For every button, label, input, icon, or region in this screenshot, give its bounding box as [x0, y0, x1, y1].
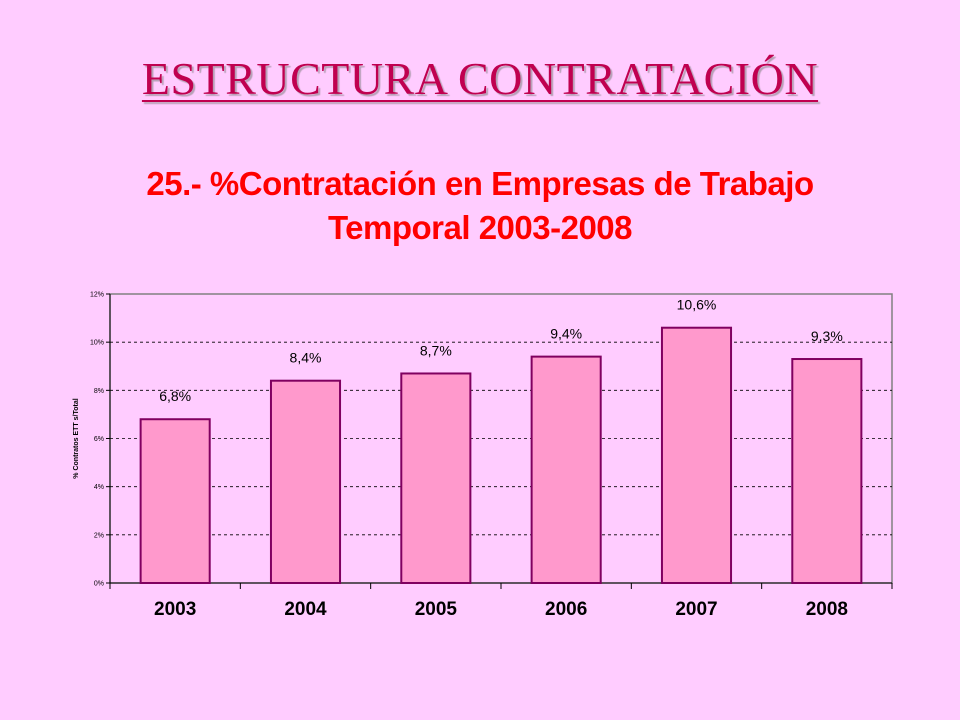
- y-tick-label: 4%: [94, 484, 104, 491]
- bar-2004: [269, 379, 342, 585]
- y-tick-label: 8%: [94, 388, 104, 395]
- y-tick-label: 2%: [94, 532, 104, 539]
- y-axis: 0% 2% 4% 6% 8% 10% 12%: [90, 292, 111, 588]
- x-tick-label-2005: 2005: [415, 599, 458, 620]
- x-axis: 2003 2004 2005 2006 2007 2008: [109, 582, 893, 620]
- chart-title-line-1: 25.- %Contratación en Empresas de Trabaj…: [146, 165, 814, 202]
- x-tick-label-2007: 2007: [675, 599, 717, 620]
- x-tick-label-2003: 2003: [154, 599, 196, 620]
- bars: [139, 326, 863, 585]
- gridlines: [109, 293, 893, 584]
- y-axis-label: % Contratos ETT s/Total: [73, 398, 80, 478]
- data-label-2007: 10,6%: [677, 297, 717, 313]
- bar-2005: [400, 372, 472, 584]
- y-tick-label: 6%: [94, 436, 104, 443]
- data-label-2003: 6,8%: [159, 388, 191, 404]
- x-tick-label-2008: 2008: [806, 599, 848, 620]
- data-label-2004: 8,4%: [290, 350, 322, 366]
- bar-2008: [791, 358, 863, 584]
- data-label-2005: 8,7%: [420, 342, 452, 358]
- data-label-2008: 9,3%: [811, 328, 843, 344]
- y-tick-label: 0%: [94, 581, 104, 588]
- y-tick-label: 12%: [90, 292, 104, 299]
- x-tick-label-2006: 2006: [545, 599, 587, 620]
- bar-2007: [660, 326, 733, 585]
- slide-title: ESTRUCTURA CONTRATACIÓN: [141, 53, 819, 104]
- data-labels: 6,8% 8,4% 8,7% 9,4% 10,6% 9,3%: [159, 297, 843, 405]
- y-tick-label: 10%: [90, 340, 104, 347]
- chart-title-line-2: Temporal 2003-2008: [327, 209, 633, 246]
- data-label-2006: 9,4%: [550, 326, 582, 342]
- bar-2006: [530, 355, 602, 584]
- chart-title: 25.- %Contratación en Empresas de Trabaj…: [0, 162, 960, 250]
- bar-2003: [139, 418, 211, 584]
- x-tick-label-2004: 2004: [284, 599, 327, 620]
